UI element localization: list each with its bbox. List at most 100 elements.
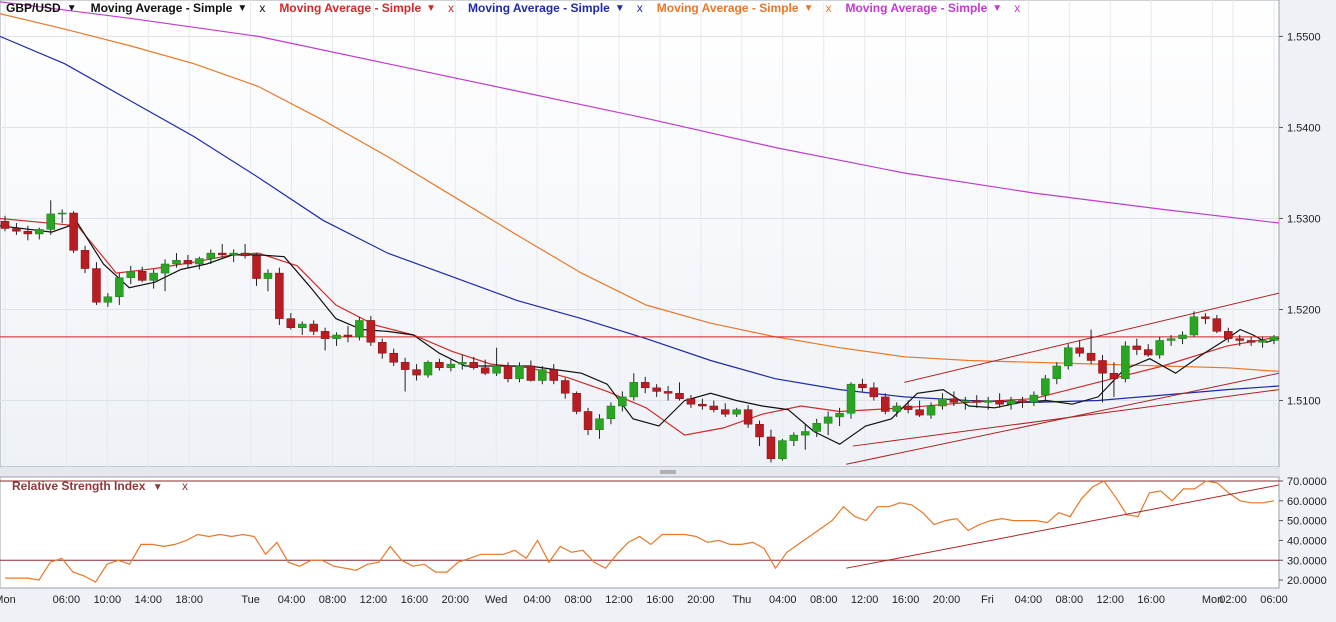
- candle-body: [103, 296, 113, 303]
- x-tick-label: 12:00: [1096, 594, 1124, 606]
- candle-body: [1258, 340, 1267, 343]
- candle-body: [572, 393, 581, 412]
- x-tick-label: 08:00: [319, 594, 347, 606]
- candle-body: [709, 405, 719, 410]
- candle-body: [297, 323, 307, 328]
- x-tick-label: 20:00: [442, 594, 470, 606]
- close-icon[interactable]: x: [448, 1, 455, 15]
- y-tick-label: 1.5200: [1287, 305, 1321, 317]
- ma-line-4: [0, 1, 1280, 224]
- symbol-label: GBP/USD: [6, 1, 61, 15]
- symbol-selector[interactable]: GBP/USD ▼: [6, 1, 77, 15]
- candle-body: [423, 362, 433, 376]
- indicator-label[interactable]: Moving Average - Simple: [279, 1, 422, 15]
- close-icon[interactable]: x: [181, 479, 188, 493]
- candle-body: [949, 398, 959, 403]
- x-tick-label: 12:00: [605, 594, 633, 606]
- candle-body: [686, 398, 696, 405]
- candle-body: [640, 382, 650, 389]
- x-tick-label: 14:00: [135, 594, 163, 606]
- chevron-down-icon[interactable]: ▼: [614, 2, 625, 14]
- x-tick-label: 16:00: [1137, 594, 1165, 606]
- candle-body: [172, 260, 181, 265]
- trendlines: [0, 292, 1280, 465]
- indicator-label[interactable]: Moving Average - Simple: [468, 1, 610, 15]
- chevron-down-icon[interactable]: ▼: [992, 2, 1003, 14]
- candle-body: [938, 398, 947, 407]
- candle-body: [606, 405, 616, 420]
- chevron-down-icon[interactable]: ▼: [237, 2, 248, 14]
- indicator-label[interactable]: Moving Average - Simple: [656, 1, 799, 15]
- y-tick-label: 1.5500: [1287, 31, 1321, 43]
- indicator-ma-4[interactable]: Moving Average - Simple ▼ x: [657, 1, 832, 15]
- candle-body: [240, 252, 250, 257]
- y-tick-label: 1.5400: [1287, 122, 1321, 134]
- candle-body: [995, 400, 1004, 405]
- chevron-down-icon[interactable]: ▼: [152, 482, 163, 493]
- candle-body: [961, 400, 970, 403]
- candle-body: [538, 369, 547, 381]
- candlesticks: [0, 200, 1279, 463]
- candle-body: [1109, 372, 1119, 379]
- candle-body: [755, 423, 764, 438]
- candle-body: [652, 387, 661, 392]
- candle-body: [480, 367, 490, 374]
- indicator-ma-5[interactable]: Moving Average - Simple ▼ x: [845, 1, 1020, 15]
- candle-body: [320, 331, 330, 339]
- time-axis: Mon 06:00 10:00 14:00 18:00 Tue 04:00 08:00 12:0…: [0, 594, 1288, 606]
- candle-body: [12, 228, 21, 232]
- y-tick-label: 50.0000: [1287, 516, 1327, 528]
- candle-body: [972, 400, 982, 403]
- pane-divider[interactable]: [0, 467, 1280, 477]
- x-tick-label: 06:00: [53, 594, 81, 606]
- rsi-line: [0, 480, 1280, 583]
- x-tick-label: 08:00: [564, 594, 592, 606]
- candle-body: [309, 323, 318, 332]
- candle-body: [115, 277, 124, 298]
- close-icon[interactable]: x: [1014, 1, 1021, 15]
- chevron-down-icon[interactable]: ▼: [803, 2, 814, 14]
- candle-body: [137, 271, 147, 281]
- indicator-legend: GBP/USD ▼ Moving Average - Simple ▼ x Movin…: [6, 0, 1034, 16]
- price-axis: 1.5500 1.5400 1.5300 1.5200 1.5100: [1279, 31, 1321, 408]
- candle-body: [343, 334, 353, 338]
- close-icon[interactable]: x: [259, 1, 266, 15]
- candle-body: [812, 423, 821, 432]
- x-tick-label: 02:00: [1219, 594, 1247, 606]
- candle-body: [69, 212, 78, 251]
- main-background: [0, 0, 1280, 468]
- indicator-ma-2[interactable]: Moving Average - Simple ▼ x: [279, 1, 454, 15]
- candle-body: [195, 258, 204, 265]
- candle-body: [1189, 316, 1199, 336]
- indicator-ma-1[interactable]: Moving Average - Simple ▼ x: [91, 1, 266, 15]
- candle-body: [206, 252, 216, 259]
- candle-body: [458, 362, 467, 365]
- x-tick-label: 20:00: [687, 594, 715, 606]
- chevron-down-icon[interactable]: ▼: [66, 2, 77, 14]
- rsi-label[interactable]: Relative Strength Index: [12, 479, 146, 493]
- candle-body: [366, 320, 376, 343]
- indicator-ma-3[interactable]: Moving Average - Simple ▼ x: [468, 1, 643, 15]
- indicator-label[interactable]: Moving Average - Simple: [90, 1, 233, 15]
- candle-body: [1075, 347, 1084, 354]
- x-tick-label: 18:00: [175, 594, 203, 606]
- chevron-down-icon[interactable]: ▼: [426, 2, 437, 14]
- candle-body: [412, 369, 421, 376]
- candle-body: [1166, 338, 1176, 341]
- close-icon[interactable]: x: [636, 1, 643, 15]
- x-tick-label: 20:00: [933, 594, 961, 606]
- candle-body: [675, 393, 684, 399]
- candle-body: [263, 272, 273, 279]
- close-icon[interactable]: x: [825, 1, 832, 15]
- candle-body: [618, 396, 627, 407]
- x-tick-label: 04:00: [1015, 594, 1043, 606]
- x-tick-label: 10:00: [94, 594, 122, 606]
- y-tick-label: 60.0000: [1287, 496, 1327, 508]
- candle-body: [846, 383, 856, 414]
- y-tick-label: 70.0000: [1287, 476, 1327, 488]
- indicator-label[interactable]: Moving Average - Simple: [845, 1, 988, 15]
- candle-body: [1155, 340, 1164, 356]
- y-tick-label: 1.5300: [1287, 213, 1321, 225]
- candle-body: [789, 434, 799, 441]
